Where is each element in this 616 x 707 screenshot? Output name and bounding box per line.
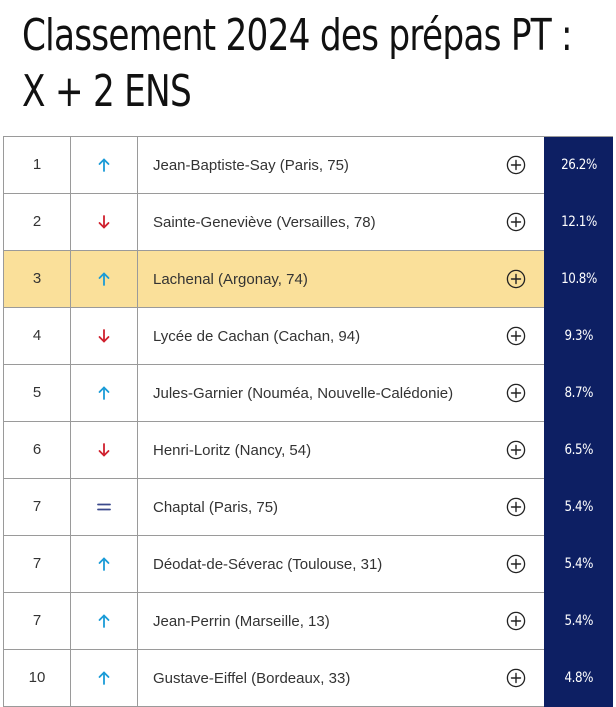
school-name: Gustave-Eiffel (Bordeaux, 33) [153, 669, 351, 687]
school-name: Jean-Perrin (Marseille, 13) [153, 612, 330, 630]
rank-cell: 7 [4, 536, 71, 592]
arrow-up-icon [98, 614, 110, 628]
trend-cell [71, 422, 138, 478]
score-value: 8.7% [564, 385, 593, 401]
table-row: 7 Déodat-de-Séverac (Toulouse, 31) 5.4% [3, 535, 613, 593]
rank-cell: 7 [4, 593, 71, 649]
rank-cell: 1 [4, 137, 71, 193]
table-row: 4 Lycée de Cachan (Cachan, 94) 9.3% [3, 307, 613, 365]
expand-row-button[interactable] [496, 440, 536, 460]
ranking-table: 1 Jean-Baptiste-Say (Paris, 75) 26.2% 2 Sain… [3, 136, 613, 707]
score-cell: 4.8% [544, 649, 613, 707]
rank-cell: 5 [4, 365, 71, 421]
score-value: 12.1% [560, 214, 597, 230]
school-name: Jean-Baptiste-Say (Paris, 75) [153, 156, 349, 174]
expand-row-button[interactable] [496, 611, 536, 631]
table-row: 6 Henri-Loritz (Nancy, 54) 6.5% [3, 421, 613, 479]
school-name: Lachenal (Argonay, 74) [153, 270, 308, 288]
expand-row-button[interactable] [496, 383, 536, 403]
arrow-up-icon [98, 272, 110, 286]
score-value: 5.4% [564, 499, 593, 515]
score-cell: 5.4% [544, 478, 613, 536]
score-cell: 9.3% [544, 307, 613, 365]
plus-circle-icon[interactable] [506, 554, 526, 574]
plus-circle-icon[interactable] [506, 212, 526, 232]
table-row: 7 Chaptal (Paris, 75) 5.4% [3, 478, 613, 536]
rank-cell: 2 [4, 194, 71, 250]
trend-cell [71, 251, 138, 307]
expand-row-button[interactable] [496, 554, 536, 574]
score-value: 5.4% [564, 613, 593, 629]
page-title: Classement 2024 des prépas PT : X + 2 EN… [22, 8, 573, 120]
score-value: 4.8% [564, 670, 593, 686]
table-row: 2 Sainte-Geneviève (Versailles, 78) 12.1% [3, 193, 613, 251]
score-cell: 6.5% [544, 421, 613, 479]
school-name: Lycée de Cachan (Cachan, 94) [153, 327, 361, 345]
plus-circle-icon[interactable] [506, 326, 526, 346]
score-value: 10.8% [560, 271, 597, 287]
score-cell: 10.8% [544, 250, 613, 308]
rank-cell: 4 [4, 308, 71, 364]
school-name: Chaptal (Paris, 75) [153, 498, 279, 516]
trend-cell [71, 137, 138, 193]
plus-circle-icon[interactable] [506, 269, 526, 289]
trend-cell [71, 536, 138, 592]
page-title-line-1: Classement 2024 des prépas PT : [22, 10, 573, 61]
table-row: 10 Gustave-Eiffel (Bordeaux, 33) 4.8% [3, 649, 613, 707]
plus-circle-icon[interactable] [506, 497, 526, 517]
plus-circle-icon[interactable] [506, 383, 526, 403]
school-name: Sainte-Geneviève (Versailles, 78) [153, 213, 376, 231]
plus-circle-icon[interactable] [506, 440, 526, 460]
score-value: 6.5% [564, 442, 593, 458]
table-row: 5 Jules-Garnier (Nouméa, Nouvelle-Calédon… [3, 364, 613, 422]
arrow-up-icon [98, 671, 110, 685]
score-value: 9.3% [564, 328, 593, 344]
trend-cell [71, 593, 138, 649]
rank-cell: 7 [4, 479, 71, 535]
expand-row-button[interactable] [496, 326, 536, 346]
page-title-line-2: X + 2 ENS [22, 66, 192, 117]
arrow-up-icon [98, 386, 110, 400]
table-row: 1 Jean-Baptiste-Say (Paris, 75) 26.2% [3, 136, 613, 194]
expand-row-button[interactable] [496, 212, 536, 232]
arrow-up-icon [98, 158, 110, 172]
school-name: Jules-Garnier (Nouméa, Nouvelle-Calédoni… [153, 384, 454, 402]
score-cell: 12.1% [544, 193, 613, 251]
plus-circle-icon[interactable] [506, 611, 526, 631]
table-row: 7 Jean-Perrin (Marseille, 13) 5.4% [3, 592, 613, 650]
expand-row-button[interactable] [496, 269, 536, 289]
rank-cell: 3 [4, 251, 71, 307]
rank-cell: 6 [4, 422, 71, 478]
arrow-down-icon [98, 329, 110, 343]
expand-row-button[interactable] [496, 497, 536, 517]
score-cell: 5.4% [544, 592, 613, 650]
table-row: 3 Lachenal (Argonay, 74) 10.8% [3, 250, 613, 308]
score-value: 26.2% [560, 157, 597, 173]
plus-circle-icon[interactable] [506, 668, 526, 688]
score-value: 5.4% [564, 556, 593, 572]
rank-cell: 10 [4, 650, 71, 706]
trend-cell [71, 308, 138, 364]
school-name: Henri-Loritz (Nancy, 54) [153, 441, 312, 459]
arrow-up-icon [98, 557, 110, 571]
expand-row-button[interactable] [496, 155, 536, 175]
expand-row-button[interactable] [496, 668, 536, 688]
trend-cell [71, 650, 138, 706]
trend-cell [71, 365, 138, 421]
trend-cell [71, 479, 138, 535]
equal-icon [97, 503, 111, 511]
arrow-down-icon [98, 443, 110, 457]
school-name: Déodat-de-Séverac (Toulouse, 31) [153, 555, 383, 573]
score-cell: 8.7% [544, 364, 613, 422]
plus-circle-icon[interactable] [506, 155, 526, 175]
score-cell: 26.2% [544, 136, 613, 194]
arrow-down-icon [98, 215, 110, 229]
trend-cell [71, 194, 138, 250]
score-cell: 5.4% [544, 535, 613, 593]
